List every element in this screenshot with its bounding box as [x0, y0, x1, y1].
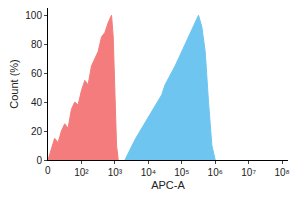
- svg-text:40: 40: [31, 97, 43, 108]
- svg-text:10⁵: 10⁵: [174, 167, 189, 178]
- svg-text:0: 0: [36, 155, 42, 166]
- svg-text:60: 60: [31, 68, 43, 79]
- svg-text:20: 20: [31, 126, 43, 137]
- svg-text:10³: 10³: [108, 167, 123, 178]
- svg-text:80: 80: [31, 39, 43, 50]
- svg-text:10⁸: 10⁸: [274, 167, 289, 178]
- svg-text:10⁷: 10⁷: [241, 167, 256, 178]
- svg-text:Count (%): Count (%): [8, 59, 20, 109]
- svg-text:10²: 10²: [74, 167, 89, 178]
- svg-text:0: 0: [45, 165, 51, 176]
- svg-text:10⁴: 10⁴: [141, 167, 156, 178]
- svg-text:APC-A: APC-A: [151, 179, 185, 191]
- svg-text:10⁶: 10⁶: [208, 167, 223, 178]
- svg-text:100: 100: [25, 10, 42, 21]
